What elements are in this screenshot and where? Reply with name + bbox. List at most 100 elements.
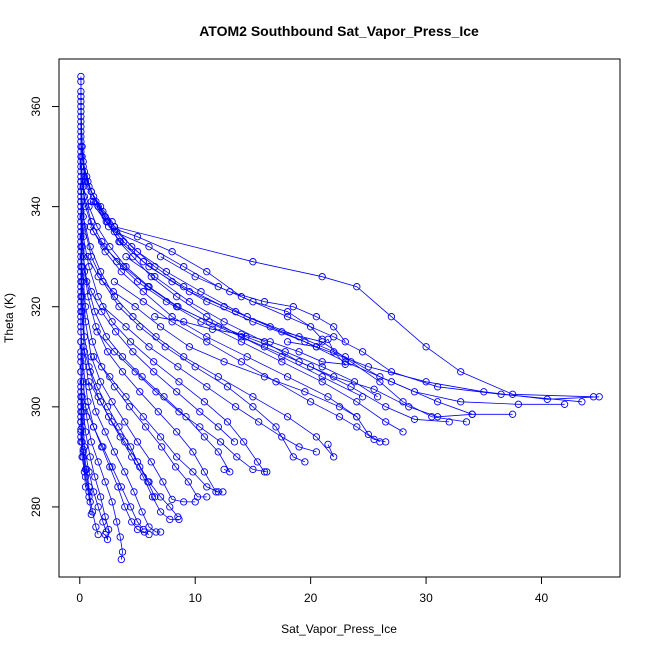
data-point [174, 513, 182, 521]
data-point [543, 395, 551, 403]
data-point [203, 298, 211, 306]
data-point [122, 263, 130, 271]
data-point [85, 493, 93, 501]
data-point [133, 233, 142, 241]
data-point [387, 313, 396, 321]
data-point [283, 313, 292, 321]
data-point [175, 408, 183, 416]
data-point [121, 418, 129, 426]
data-point [116, 238, 124, 246]
series-29 [110, 278, 390, 446]
data-point [324, 335, 332, 343]
data-point [353, 398, 361, 406]
data-point [200, 468, 209, 476]
data-point [433, 413, 442, 421]
data-point [77, 258, 85, 266]
data-point [77, 428, 85, 436]
data-point [168, 278, 176, 286]
data-point [173, 303, 181, 311]
data-point [173, 428, 181, 436]
data-point [139, 413, 147, 421]
data-point [203, 383, 211, 391]
data-point [301, 388, 309, 396]
data-point [77, 278, 85, 286]
data-point [119, 263, 128, 271]
series-line [114, 231, 323, 340]
data-point [154, 408, 162, 416]
data-point [77, 167, 85, 176]
y-axis: 280 300 320 340 360 [29, 96, 60, 517]
data-point [508, 410, 517, 418]
data-point [86, 223, 94, 231]
data-point [138, 508, 146, 516]
data-point [152, 528, 160, 536]
data-point [214, 488, 222, 496]
data-point [260, 468, 269, 476]
data-point [240, 438, 248, 446]
data-point [129, 253, 137, 261]
data-point [197, 318, 205, 326]
data-point [214, 283, 222, 291]
data-point [278, 433, 286, 441]
data-point [203, 483, 211, 491]
x-tick-label: 10 [189, 591, 203, 605]
data-point [77, 288, 85, 296]
data-point [214, 448, 222, 456]
series-line [80, 226, 179, 520]
data-point [347, 383, 355, 391]
data-point [249, 318, 257, 326]
data-point [87, 197, 95, 206]
data-point [306, 363, 315, 371]
data-point [595, 393, 603, 401]
series-line [114, 281, 386, 443]
data-point [156, 508, 165, 516]
data-point [318, 378, 326, 386]
series-28 [122, 253, 476, 421]
data-point [237, 338, 246, 346]
data-point [156, 493, 165, 501]
data-point [122, 253, 130, 261]
data-point [249, 393, 257, 401]
data-point [77, 72, 85, 81]
data-point [77, 218, 85, 226]
data-point [283, 413, 292, 421]
data-point [77, 408, 85, 416]
data-point [405, 403, 413, 411]
data-point [121, 468, 129, 476]
data-point [184, 478, 192, 486]
data-point [117, 483, 125, 491]
data-point [318, 373, 326, 381]
data-point [85, 263, 93, 271]
x-tick-label: 20 [304, 591, 318, 605]
data-point [77, 228, 85, 236]
data-point [77, 117, 85, 126]
data-point [89, 228, 98, 236]
data-point [92, 523, 100, 531]
series-37 [80, 268, 239, 446]
data-point [508, 390, 517, 398]
data-point [168, 318, 176, 326]
data-point [243, 313, 251, 321]
data-point [589, 393, 598, 401]
data-point [96, 202, 105, 211]
series-36 [86, 223, 382, 401]
data-point [145, 243, 153, 251]
data-point [118, 368, 127, 376]
data-point [145, 263, 153, 271]
series-38 [79, 343, 159, 501]
data-point [174, 363, 182, 371]
data-point [77, 207, 85, 216]
data-point [387, 378, 396, 386]
data-point [108, 418, 116, 426]
data-point [295, 348, 303, 356]
series-4 [77, 142, 517, 418]
data-point [233, 453, 241, 461]
data-point [376, 373, 384, 381]
data-point [249, 298, 257, 306]
data-point [148, 493, 157, 501]
data-point [208, 325, 217, 333]
data-point [220, 465, 228, 474]
data-point [220, 358, 228, 366]
data-point [101, 428, 109, 436]
data-point [77, 132, 85, 141]
